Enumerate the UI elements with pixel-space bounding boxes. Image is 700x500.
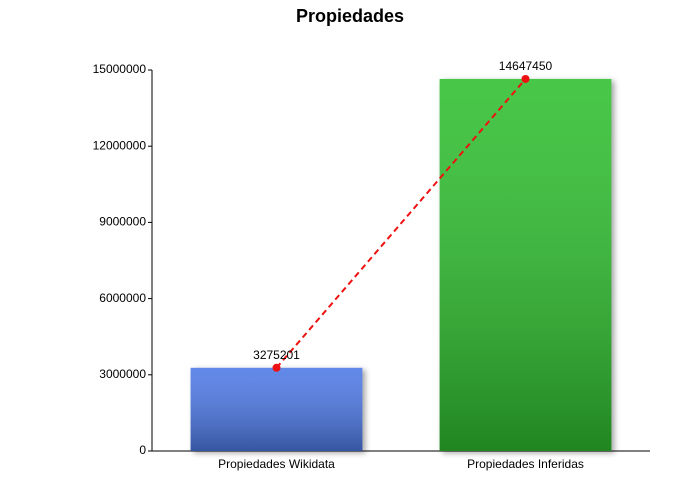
data-label: 14647450: [499, 59, 553, 73]
trend-point: [521, 74, 530, 83]
y-tick-label: 15000000: [93, 62, 147, 76]
y-tick-label: 9000000: [99, 215, 146, 229]
bar: [439, 78, 612, 451]
trend-line: [275, 78, 527, 369]
y-tick-label: 3000000: [99, 367, 146, 381]
x-tick-label: Propiedades Wikidata: [218, 457, 335, 471]
y-tick-label: 6000000: [99, 291, 146, 305]
chart-title: Propiedades: [296, 6, 404, 26]
y-tick-label: 12000000: [93, 138, 147, 152]
trend-point: [272, 363, 281, 372]
bar: [190, 367, 363, 451]
y-tick-label: 0: [139, 443, 146, 457]
data-label: 3275201: [253, 348, 300, 362]
x-tick-label: Propiedades Inferidas: [467, 457, 584, 471]
